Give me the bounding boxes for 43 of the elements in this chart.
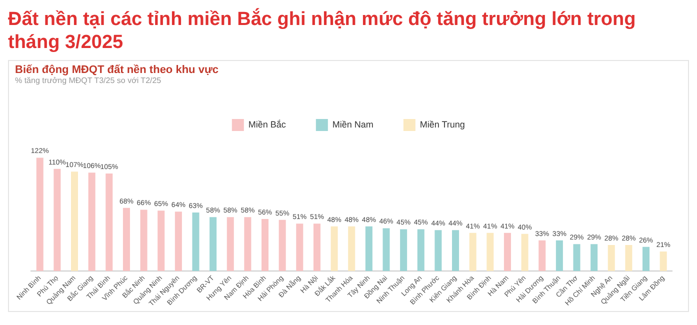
bar xyxy=(486,232,494,271)
bar xyxy=(365,226,372,271)
bar xyxy=(660,251,667,271)
bar xyxy=(469,232,476,271)
bar xyxy=(556,240,563,271)
bar xyxy=(140,210,148,271)
bar xyxy=(538,240,546,271)
bar xyxy=(608,244,615,271)
bar xyxy=(278,220,286,271)
bar xyxy=(54,168,61,271)
chart-subtitle: Biến động MĐQT đất nền theo khu vực xyxy=(15,64,220,76)
bar xyxy=(313,224,320,271)
bar xyxy=(106,174,113,271)
bar xyxy=(174,212,182,271)
bar xyxy=(590,244,598,271)
bar xyxy=(88,172,96,271)
bar xyxy=(417,229,424,271)
bar xyxy=(330,226,338,271)
bar xyxy=(382,228,390,271)
bar xyxy=(521,234,528,271)
bar xyxy=(244,217,252,271)
bar xyxy=(296,224,304,271)
bar xyxy=(36,158,44,271)
bar xyxy=(348,226,356,271)
bar xyxy=(122,208,130,271)
bar xyxy=(400,229,408,271)
legend-label: Miền Bắc xyxy=(248,119,286,130)
bar xyxy=(71,172,78,271)
bar xyxy=(504,232,511,271)
bar xyxy=(573,244,580,271)
bar xyxy=(642,246,650,271)
legend-label: Miền Nam xyxy=(332,119,374,130)
bar xyxy=(192,212,200,271)
chart-title: Đất nền tại các tỉnh miền Bắc ghi nhận mức độ tăng trưởng lớn trong tháng 3/2025 xyxy=(8,8,637,54)
bar xyxy=(210,217,217,271)
bar xyxy=(625,244,632,271)
bar xyxy=(262,219,269,271)
bar xyxy=(434,230,442,271)
bar xyxy=(158,210,165,271)
text: % tăng trưởng MĐQT T3/25 so với T2/25 xyxy=(15,76,162,85)
bar xyxy=(452,230,460,271)
legend-label: Miền Trung xyxy=(420,119,465,130)
bar xyxy=(226,217,234,271)
